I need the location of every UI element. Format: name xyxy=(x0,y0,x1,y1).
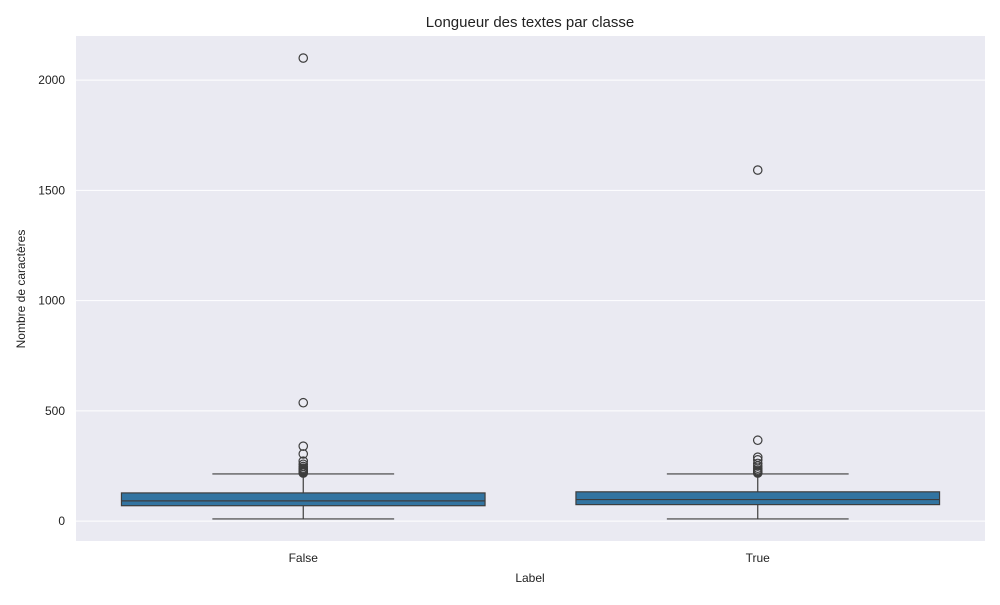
x-tick-label: True xyxy=(746,551,771,565)
x-axis-label: Label xyxy=(515,571,544,585)
outlier-point xyxy=(752,455,763,465)
outlier-point xyxy=(752,458,763,469)
y-tick-label: 2000 xyxy=(38,73,65,87)
plot-area xyxy=(76,36,985,541)
tick-labels: 0 500 1000 1500 2000 False True xyxy=(38,73,770,565)
outlier-point xyxy=(298,441,309,451)
outlier-point xyxy=(752,165,763,175)
y-axis-label: Nombre de caractères xyxy=(14,230,28,349)
iqr-box xyxy=(120,492,486,507)
boxes xyxy=(120,53,941,520)
y-tick-label: 500 xyxy=(45,404,65,418)
x-tick-label: False xyxy=(289,551,319,565)
y-tick-label: 0 xyxy=(58,514,65,528)
outlier-point xyxy=(298,53,309,63)
y-tick-label: 1500 xyxy=(38,183,65,197)
box-group xyxy=(575,165,941,520)
outlier-point xyxy=(298,459,309,470)
y-tick-label: 1000 xyxy=(38,294,65,308)
iqr-box xyxy=(575,491,941,506)
box-group xyxy=(120,53,486,520)
chart-title: Longueur des textes par classe xyxy=(426,14,634,31)
outlier-point xyxy=(298,456,309,466)
outlier-point xyxy=(752,452,763,463)
outlier-point xyxy=(752,435,763,446)
outlier-point xyxy=(298,449,309,459)
outlier-point xyxy=(298,397,309,408)
grid-lines xyxy=(76,79,985,522)
